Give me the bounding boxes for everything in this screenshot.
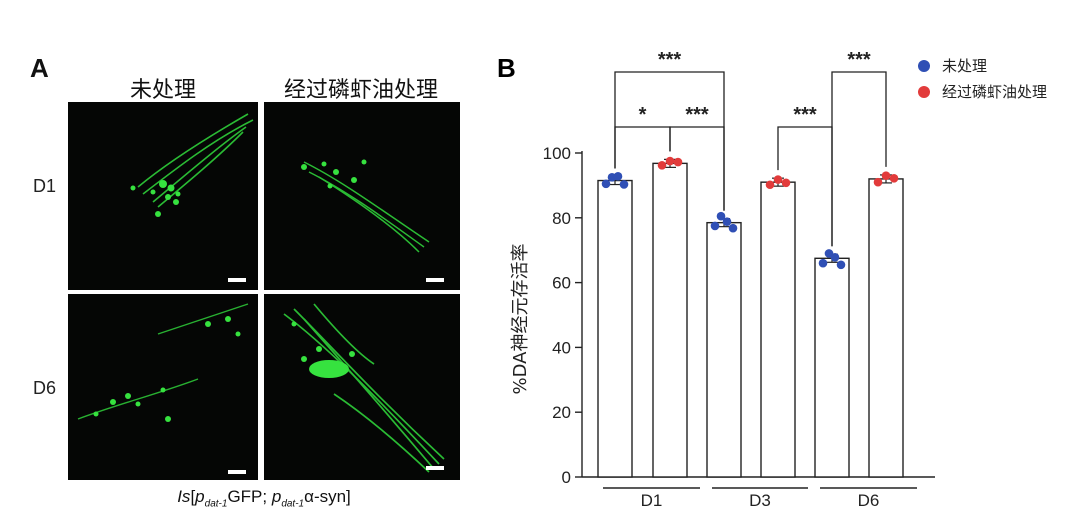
data-point [781, 178, 791, 188]
x-tick-label: D1 [641, 491, 663, 510]
bar [868, 178, 904, 478]
data-point [601, 179, 611, 189]
data-point [657, 161, 667, 170]
micrograph-untreated-d1 [68, 102, 258, 290]
legend-marker [918, 86, 930, 98]
micrograph-grid [68, 102, 460, 480]
caption-sub2: dat-1 [281, 498, 305, 510]
significance-bracket [669, 126, 725, 211]
panel-a-letter: A [30, 53, 49, 83]
column-title-krill-oil: 经过磷虾油处理 [283, 78, 438, 103]
y-axis-title: %DA神经元存活率 [510, 244, 531, 395]
x-tick-label: D3 [749, 491, 771, 510]
data-point [665, 156, 675, 166]
data-point [765, 180, 775, 190]
significance-stars: *** [685, 104, 709, 126]
legend-label: 未处理 [942, 57, 987, 75]
row-label-d1: D1 [33, 176, 57, 196]
data-point [722, 217, 732, 226]
caption-asyn: α-syn] [304, 487, 351, 506]
y-tick-label: 80 [552, 209, 571, 228]
genotype-caption: Is[pdat-1GFP; pdat-1α-syn] [68, 487, 460, 509]
bar [814, 257, 850, 478]
significance-bracket [831, 71, 887, 247]
bar [652, 162, 688, 478]
data-point [873, 177, 883, 187]
data-point [710, 221, 720, 231]
column-title-untreated: 未处理 [129, 78, 196, 103]
caption-bracket: [ [190, 487, 196, 506]
caption-p2: p [271, 487, 282, 506]
bar [760, 181, 796, 478]
legend-marker [918, 60, 930, 72]
data-point [613, 172, 623, 181]
significance-stars: *** [793, 104, 817, 126]
data-point [773, 175, 783, 184]
micrograph-untreated-d6 [68, 294, 258, 480]
micrograph-krill-d1 [264, 102, 460, 290]
panel-b-letter: B [497, 53, 516, 83]
caption-sub1: dat-1 [204, 498, 228, 510]
micrograph-krill-d6 [264, 294, 460, 480]
significance-stars: *** [658, 49, 682, 71]
legend-label: 经过磷虾油处理 [942, 83, 1047, 101]
bar [706, 221, 742, 478]
data-point [836, 260, 846, 270]
significance-stars: * [639, 104, 647, 126]
caption-p1: p [195, 487, 205, 506]
data-point [716, 211, 726, 221]
y-tick-label: 60 [552, 274, 571, 293]
data-point [673, 157, 683, 167]
bar [597, 179, 633, 478]
y-tick-label: 100 [543, 144, 571, 163]
caption-is: Is [177, 487, 191, 506]
significance-stars: *** [847, 49, 871, 71]
y-tick-label: 40 [552, 338, 571, 357]
y-tick-label: 0 [562, 468, 571, 487]
data-point [881, 171, 891, 180]
caption-gfp: GFP; [227, 487, 272, 506]
data-point [830, 253, 840, 262]
data-point [889, 173, 899, 183]
data-point [728, 223, 738, 233]
data-point [619, 180, 629, 189]
data-point [818, 258, 828, 268]
row-label-d6: D6 [33, 378, 57, 398]
x-tick-label: D6 [858, 491, 880, 510]
y-tick-label: 20 [552, 403, 571, 422]
